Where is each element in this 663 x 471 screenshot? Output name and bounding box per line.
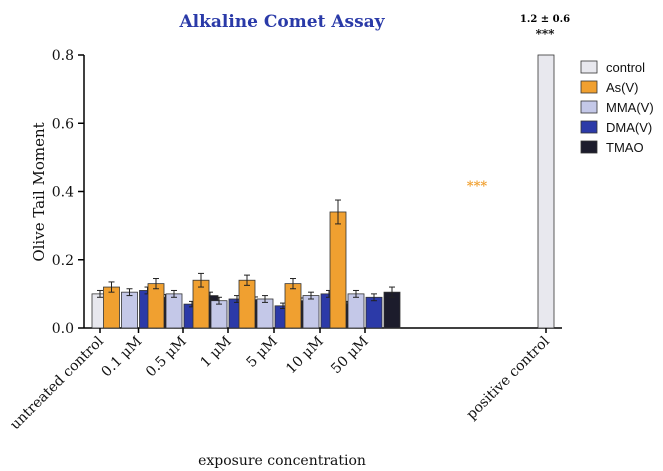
significance-annotation: *** — [467, 179, 488, 194]
legend-swatch — [580, 100, 598, 114]
x-tick-label: 5 μM — [243, 334, 280, 371]
y-tick-label: 0.6 — [52, 116, 74, 132]
y-axis-label: Olive Tail Moment — [30, 122, 48, 261]
bar — [302, 295, 320, 329]
legend-swatch — [580, 140, 598, 154]
bar — [147, 283, 165, 329]
legend-label: control — [606, 60, 645, 75]
x-tick-label: positive control — [464, 333, 554, 423]
bar — [347, 293, 365, 329]
legend-label: MMA(V) — [606, 100, 654, 115]
bar — [165, 293, 183, 329]
y-tick-label: 0.4 — [52, 185, 74, 201]
y-tick-label: 0.2 — [52, 253, 74, 269]
legend-label: As(V) — [606, 80, 639, 95]
legend-swatch — [580, 120, 598, 134]
legend: control As(V) MMA(V) DMA(V) TMAO — [580, 60, 654, 155]
x-tick-label: 0.5 μM — [143, 334, 190, 381]
bar — [329, 211, 347, 329]
x-tick-label: 10 μM — [283, 334, 327, 378]
bar — [210, 300, 228, 329]
x-tick-label: untreated control — [7, 333, 107, 433]
bar — [284, 283, 302, 329]
y-tick-label: 0.0 — [52, 321, 74, 337]
legend-swatch — [580, 80, 598, 94]
bar — [256, 298, 274, 329]
legend-label: DMA(V) — [606, 120, 652, 135]
x-tick-label: 1 μM — [197, 334, 234, 371]
legend-label: TMAO — [606, 140, 644, 155]
significance-annotation: *** — [536, 27, 556, 41]
chart-title: Alkaline Comet Assay — [178, 12, 385, 32]
bar — [238, 279, 256, 329]
bar — [365, 296, 383, 329]
legend-swatch — [580, 60, 598, 74]
x-tick-label: 0.1 μM — [99, 334, 146, 381]
bar — [103, 286, 120, 329]
bar — [537, 54, 555, 329]
clipped-value-annotation: 1.2 ± 0.6 — [520, 14, 570, 25]
bar — [121, 291, 138, 329]
x-axis-label: exposure concentration — [198, 453, 366, 469]
y-tick-label: 0.8 — [52, 48, 74, 64]
x-tick-label: 50 μM — [328, 334, 372, 378]
